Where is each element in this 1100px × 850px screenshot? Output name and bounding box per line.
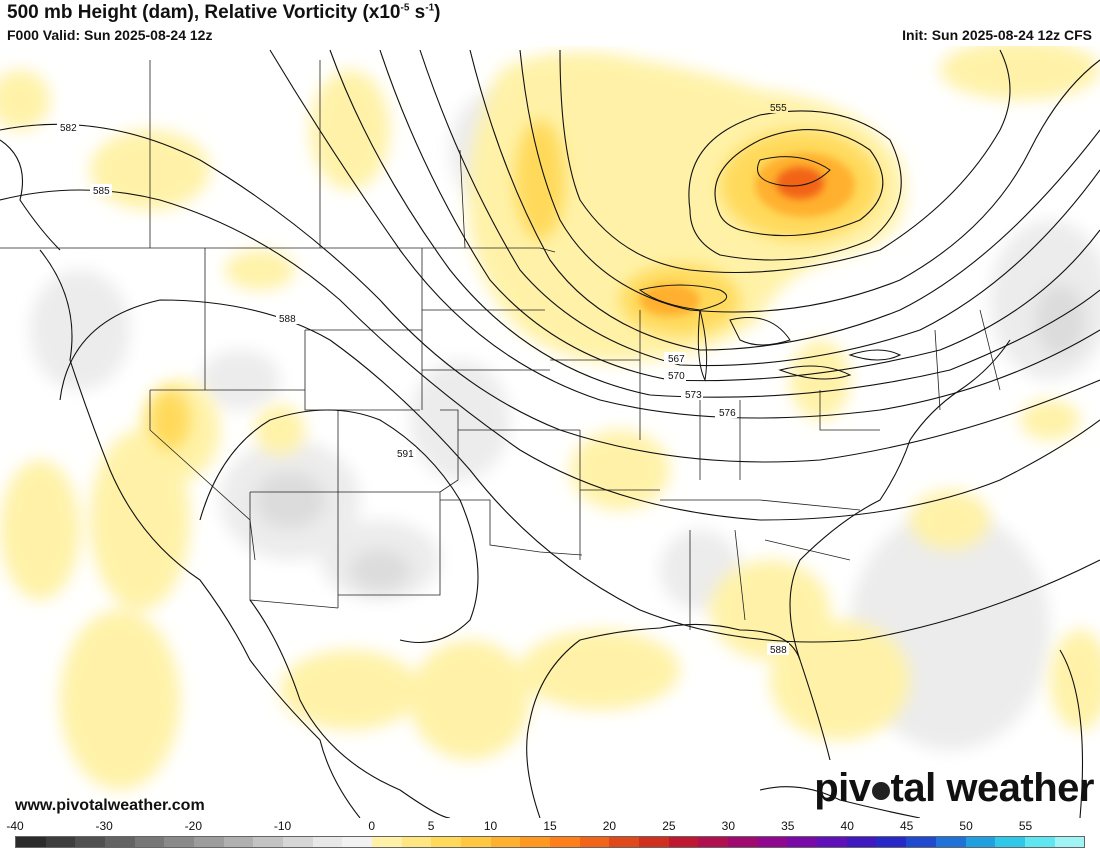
contour-label: 582 — [60, 123, 77, 134]
contour-label: 591 — [397, 449, 414, 460]
negative-vorticity-shading-dark — [255, 285, 1085, 590]
colorbar-tick-label: 10 — [483, 819, 498, 833]
brand-text-start: piv — [814, 766, 871, 810]
colorbar-swatch — [995, 837, 1025, 847]
contour-label: 576 — [719, 408, 736, 419]
colorbar-swatch — [935, 837, 966, 847]
colorbar: -40 -30 -20 -10 0 5 10 15 20 25 30 35 40 45 50 55 — [6, 818, 1085, 850]
colorbar-tick-label: 30 — [721, 819, 736, 833]
colorbar-swatch — [283, 837, 313, 847]
colorbar-swatch — [1054, 837, 1085, 847]
colorbar-swatch — [194, 837, 224, 847]
colorbar-swatch — [401, 837, 432, 847]
colorbar-swatch — [312, 837, 343, 847]
logo-dot-icon — [871, 782, 890, 800]
colorbar-tick-label: 50 — [959, 819, 973, 833]
colorbar-swatch — [75, 837, 106, 847]
colorbar-swatch — [490, 837, 521, 847]
title-unit-exponent: -1 — [425, 2, 435, 14]
colorbar-tick-label: 55 — [1018, 819, 1033, 833]
colorbar-swatch — [846, 837, 877, 847]
valid-time: F000 Valid: Sun 2025-08-24 12z — [7, 27, 213, 43]
colorbar-swatch — [876, 837, 907, 847]
colorbar-swatch — [728, 837, 758, 847]
colorbar-swatch — [16, 837, 46, 847]
colorbar-swatch — [787, 837, 818, 847]
colorbar-tick-label: -30 — [95, 819, 113, 833]
title-text: 500 mb Height (dam), Relative Vorticity … — [7, 2, 401, 23]
colorbar-swatches — [15, 836, 1085, 848]
colorbar-swatch — [668, 837, 699, 847]
colorbar-swatch — [698, 837, 729, 847]
title-unit: s — [409, 2, 426, 23]
map-header: 500 mb Height (dam), Relative Vorticity … — [0, 0, 1100, 46]
colorbar-tick-label: -20 — [184, 819, 202, 833]
vorticity-max — [776, 167, 824, 199]
colorbar-swatch — [223, 837, 254, 847]
colorbar-swatch — [342, 837, 373, 847]
colorbar-swatch — [105, 837, 135, 847]
colorbar-tick-label: 15 — [543, 819, 557, 833]
contour-label: 588 — [770, 645, 787, 656]
brand-logo: piv tal weather — [814, 766, 1094, 811]
colorbar-tick-label: 35 — [781, 819, 795, 833]
website-url: www.pivotalweather.com — [15, 797, 205, 814]
colorbar-swatch — [164, 837, 195, 847]
contour-labels: 555 567 570 573 576 582 585 588 588 591 — [57, 101, 789, 656]
colorbar-swatch — [965, 837, 996, 847]
positive-vorticity-shading — [0, 46, 1100, 790]
political-borders — [0, 60, 1001, 630]
contour-label: 573 — [685, 390, 702, 401]
colorbar-swatch — [757, 837, 788, 847]
contour-label: 588 — [279, 314, 296, 325]
colorbar-tick-label: 25 — [662, 819, 676, 833]
colorbar-swatch — [134, 837, 165, 847]
colorbar-swatch — [461, 837, 491, 847]
map-title: 500 mb Height (dam), Relative Vorticity … — [7, 2, 441, 24]
great-lakes — [638, 156, 902, 382]
contour-label: 585 — [93, 186, 110, 197]
colorbar-swatch — [1024, 837, 1055, 847]
coastlines — [0, 139, 1011, 818]
colorbar-tick-label: 20 — [602, 819, 617, 833]
colorbar-tick-label: 5 — [427, 819, 435, 833]
colorbar-tick-label: -40 — [6, 819, 24, 833]
title-close: ) — [434, 2, 441, 23]
contour-label: 555 — [770, 103, 787, 114]
colorbar-swatch — [45, 837, 76, 847]
colorbar-ticks: -40 -30 -20 -10 0 5 10 15 20 25 30 35 40 45 50 55 — [6, 818, 1085, 834]
title-exponent: -5 — [400, 2, 410, 14]
contour-label: 570 — [668, 371, 685, 382]
brand-text-end: tal weather — [890, 766, 1095, 810]
colorbar-tick-label: 45 — [899, 819, 914, 833]
vorticity-map[interactable]: 555 567 570 573 576 582 585 588 588 591 — [0, 46, 1100, 818]
colorbar-swatch — [431, 837, 462, 847]
contour-label: 567 — [668, 354, 685, 365]
colorbar-swatch — [253, 837, 284, 847]
colorbar-swatch — [520, 837, 551, 847]
colorbar-swatch — [550, 837, 580, 847]
colorbar-swatch — [579, 837, 610, 847]
colorbar-tick-label: 40 — [840, 819, 854, 833]
colorbar-swatch — [817, 837, 847, 847]
init-time: Init: Sun 2025-08-24 12z CFS — [902, 27, 1092, 43]
colorbar-tick-label: 0 — [368, 819, 375, 833]
colorbar-swatch — [372, 837, 402, 847]
colorbar-swatch — [639, 837, 669, 847]
colorbar-tick-label: -10 — [273, 819, 292, 833]
colorbar-swatch — [609, 837, 640, 847]
colorbar-swatch — [906, 837, 936, 847]
